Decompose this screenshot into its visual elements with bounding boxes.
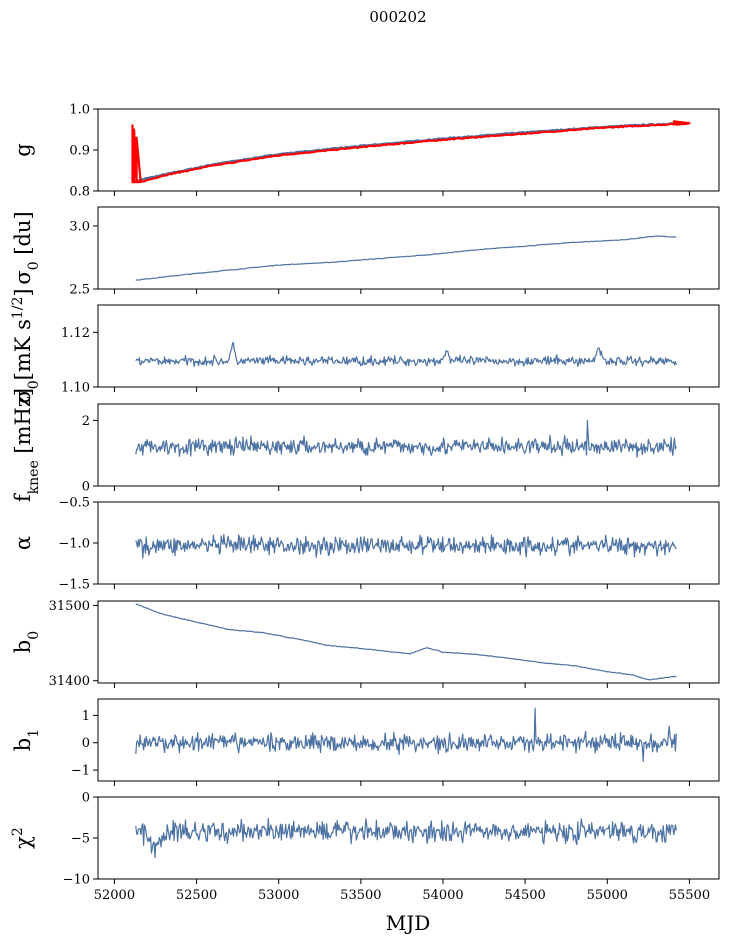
y-tick-label: 0 bbox=[82, 736, 90, 751]
series-line-alpha bbox=[135, 534, 677, 559]
x-tick-label: 53000 bbox=[258, 888, 299, 903]
x-tick-label: 54500 bbox=[504, 888, 545, 903]
panel-6: 31400 31500 b0 bbox=[11, 599, 720, 689]
x-tick-label: 53500 bbox=[340, 888, 381, 903]
y-tick-label: 0 bbox=[82, 480, 90, 495]
axes-frame bbox=[97, 304, 720, 388]
axes-frame bbox=[97, 698, 720, 782]
series-line-sigma0-du bbox=[135, 235, 677, 282]
y-tick-label: 0.9 bbox=[69, 144, 90, 159]
y-tick-label: 2 bbox=[82, 414, 90, 429]
series-line-fknee bbox=[135, 419, 677, 458]
panels: 0.8 0.9 1.0 g 2.5 3.0 σ0 [du] 1.10 1.12 σ0[mK s1/… bbox=[10, 103, 720, 903]
y-tick-label: −1.0 bbox=[58, 537, 90, 552]
figure-title: 000202 bbox=[369, 8, 426, 26]
y-tick-label: 1.12 bbox=[61, 326, 90, 341]
panel-5: −1.5 −1.0 −0.5 α bbox=[11, 496, 720, 593]
series-line-b0 bbox=[135, 603, 677, 681]
series-line-gain-blue- bbox=[135, 122, 677, 183]
y-tick-label: −10 bbox=[63, 873, 90, 888]
y-tick-label: −1.5 bbox=[58, 578, 90, 593]
axes-frame bbox=[97, 403, 720, 487]
y-axis-label: χ2 bbox=[10, 827, 35, 849]
axes-frame bbox=[97, 501, 720, 585]
series-line-chi2 bbox=[135, 817, 677, 859]
y-axis-label: σ0[mK s1/2] bbox=[10, 288, 42, 403]
panel-4: 0 2 fknee [mHz] bbox=[11, 388, 720, 502]
y-tick-label: 0 bbox=[82, 791, 90, 806]
y-tick-label: −0.5 bbox=[58, 496, 90, 511]
x-tick-label: 52500 bbox=[176, 888, 217, 903]
axes-frame bbox=[97, 206, 720, 290]
series-line-gain-red- bbox=[131, 120, 691, 184]
axes-frame bbox=[97, 108, 720, 192]
y-axis-label: σ0 [du] bbox=[11, 211, 42, 284]
x-axis-label: MJD bbox=[386, 911, 431, 935]
y-axis-label: α bbox=[11, 536, 35, 550]
x-tick-label: 55500 bbox=[669, 888, 710, 903]
y-tick-label: 3.0 bbox=[69, 219, 90, 234]
series-line-sigma0-mk bbox=[135, 342, 677, 368]
y-axis-label: b0 bbox=[11, 631, 42, 653]
y-tick-label: −1 bbox=[71, 764, 90, 779]
x-tick-label: 52000 bbox=[94, 888, 135, 903]
y-axis-label: fknee [mHz] bbox=[11, 388, 42, 502]
y-tick-label: 2.5 bbox=[69, 283, 90, 298]
y-axis-label: g bbox=[11, 143, 35, 156]
y-tick-label: 1.10 bbox=[61, 381, 90, 396]
y-tick-label: 31400 bbox=[49, 674, 90, 689]
x-tick-label: 54000 bbox=[422, 888, 463, 903]
y-tick-label: −5 bbox=[71, 832, 90, 847]
y-tick-label: 1.0 bbox=[69, 103, 90, 118]
panel-1: 0.8 0.9 1.0 g bbox=[11, 103, 720, 200]
panel-3: 1.10 1.12 σ0[mK s1/2] bbox=[10, 288, 720, 404]
panel-7: −1 0 1 b1 bbox=[11, 698, 720, 786]
y-axis-label: b1 bbox=[11, 729, 42, 751]
panel-2: 2.5 3.0 σ0 [du] bbox=[11, 206, 720, 298]
series-line-b1 bbox=[135, 707, 677, 762]
x-tick-label: 55000 bbox=[587, 888, 628, 903]
y-tick-label: 1 bbox=[82, 709, 90, 724]
axes-frame bbox=[97, 600, 720, 684]
y-tick-label: 31500 bbox=[49, 599, 90, 614]
panel-8: −10 −5 0 52000 52500 53000 53500 54000 54500 5500… bbox=[10, 791, 720, 903]
y-tick-label: 0.8 bbox=[69, 185, 90, 200]
